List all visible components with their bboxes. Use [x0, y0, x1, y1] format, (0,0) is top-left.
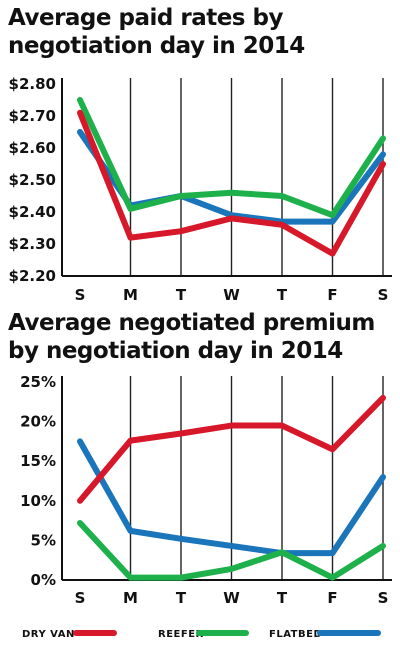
y-tick-label: 20%	[20, 413, 56, 431]
x-tick-label: S	[378, 589, 389, 607]
y-tick-label: $2.80	[9, 75, 56, 93]
y-tick-label: $2.50	[9, 171, 56, 189]
x-tick-label: T	[176, 589, 187, 607]
y-tick-label: 0%	[31, 571, 56, 589]
series-line-dry-van	[77, 109, 386, 257]
y-tick-label: 15%	[20, 452, 56, 470]
y-tick-label: $2.60	[9, 139, 56, 157]
y-tick-label: $2.40	[9, 203, 56, 221]
series-line-flatbed	[77, 438, 386, 557]
legend-label: REEFER	[158, 629, 204, 640]
legend: DRY VAN REEFER FLATBED	[22, 629, 381, 640]
chart-1-paid-rates: $2.80 $2.70 $2.60 $2.50 $2.40 $2.30 $2.20 S M T W T…	[9, 75, 392, 304]
x-tick-label: S	[378, 286, 389, 304]
y-tick-label: 5%	[31, 531, 56, 549]
y-tick-label: 25%	[20, 373, 56, 391]
x-tick-label: W	[223, 589, 240, 607]
series-line-reefer	[77, 97, 386, 219]
chart-1-title: Average paid rates by negotiation day in…	[8, 5, 305, 59]
x-tick-label: F	[327, 589, 337, 607]
series-line-reefer	[77, 519, 386, 581]
x-tick-label: W	[223, 286, 240, 304]
y-tick-label: $2.30	[9, 235, 56, 253]
x-tick-label: S	[75, 286, 86, 304]
x-tick-label: T	[277, 286, 288, 304]
y-tick-label: 10%	[20, 492, 56, 510]
series-line-dry-van	[77, 394, 386, 504]
y-tick-label: $2.70	[9, 107, 56, 125]
legend-label: FLATBED	[269, 629, 322, 640]
x-tick-label: T	[176, 286, 187, 304]
x-tick-label: M	[123, 286, 138, 304]
x-tick-label: T	[277, 589, 288, 607]
x-tick-label: F	[327, 286, 337, 304]
chart-2-title: Average negotiated premium by negotiatio…	[8, 310, 375, 364]
x-tick-label: S	[75, 589, 86, 607]
legend-label: DRY VAN	[22, 629, 75, 640]
x-tick-label: M	[123, 589, 138, 607]
y-tick-label: $2.20	[9, 267, 56, 285]
chart-2-negotiated-premium: 25% 20% 15% 10% 5% 0% S M T W T F S	[20, 373, 392, 607]
